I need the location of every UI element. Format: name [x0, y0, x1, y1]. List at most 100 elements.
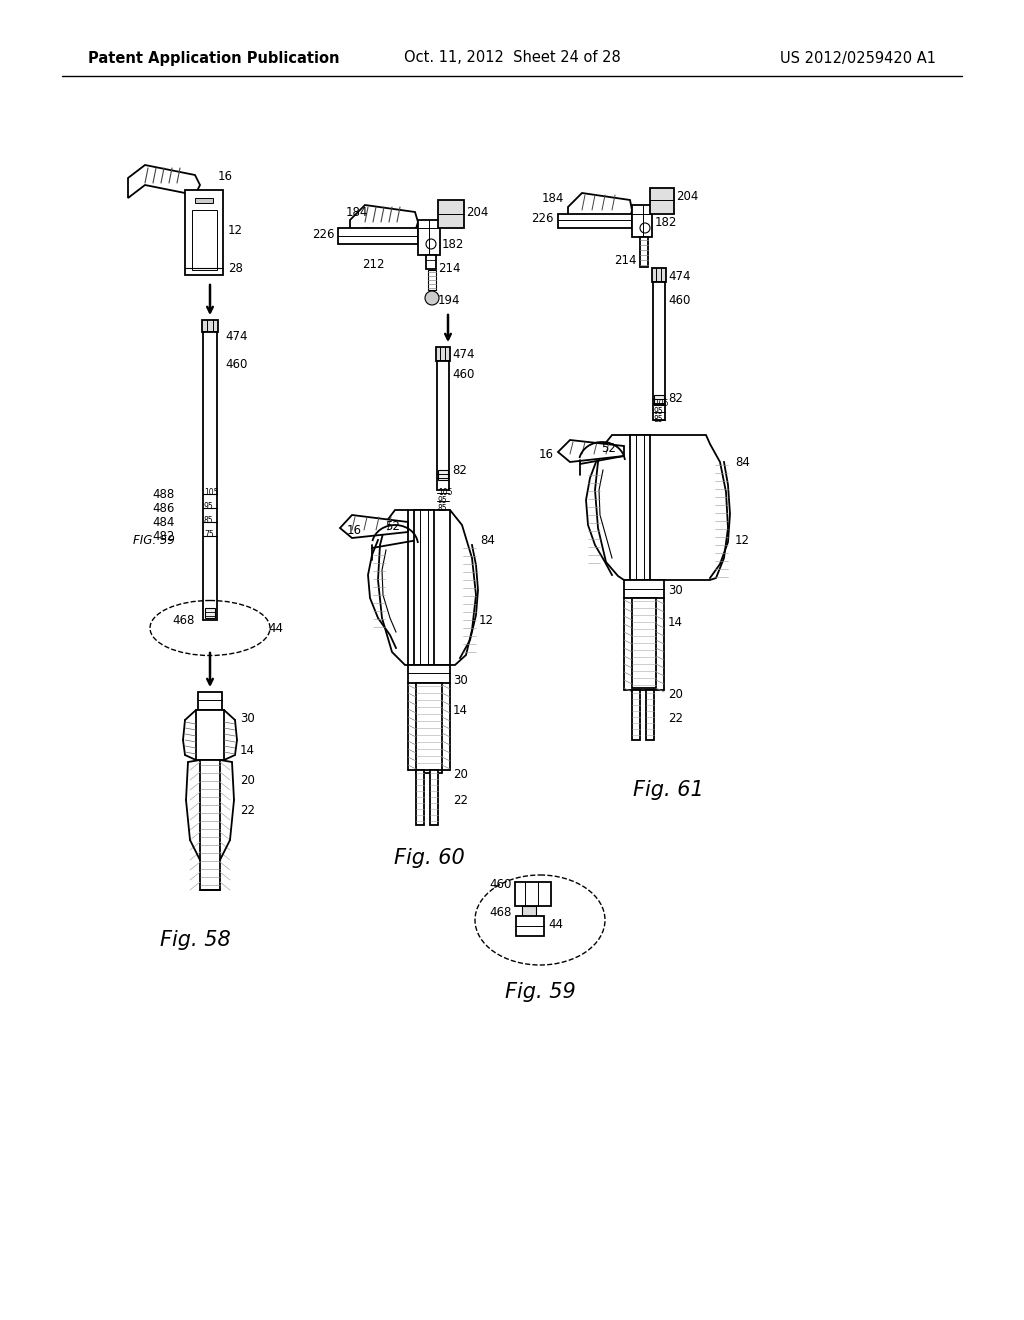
Text: 22: 22	[668, 711, 683, 725]
Text: 20: 20	[453, 768, 468, 781]
Bar	[436, 347, 450, 360]
Text: Oct. 11, 2012  Sheet 24 of 28: Oct. 11, 2012 Sheet 24 of 28	[403, 50, 621, 66]
Text: 52: 52	[385, 520, 400, 532]
Bar	[428, 271, 436, 290]
Text: 184: 184	[346, 206, 368, 219]
Text: 468: 468	[489, 906, 512, 919]
Text: 85: 85	[654, 414, 664, 424]
Text: 52: 52	[601, 441, 616, 454]
Bar	[193, 210, 217, 271]
Text: 226: 226	[312, 228, 335, 242]
Text: 194: 194	[438, 293, 461, 306]
Text: 22: 22	[240, 804, 255, 817]
Text: 468: 468	[173, 614, 195, 627]
Text: 105: 105	[204, 488, 218, 498]
Text: 12: 12	[479, 614, 494, 627]
Text: 214: 214	[614, 253, 637, 267]
Text: 28: 28	[228, 261, 243, 275]
Bar	[630, 436, 650, 579]
Text: 486: 486	[153, 502, 175, 515]
Bar	[416, 682, 442, 774]
Text: 214: 214	[438, 261, 461, 275]
Bar	[632, 690, 640, 741]
Bar	[430, 770, 438, 825]
Bar	[632, 205, 652, 238]
Text: 16: 16	[347, 524, 362, 536]
Polygon shape	[558, 440, 624, 462]
Circle shape	[425, 290, 439, 305]
Bar	[653, 282, 665, 420]
Text: 95: 95	[654, 407, 664, 416]
Text: 482: 482	[153, 529, 175, 543]
Text: 204: 204	[676, 190, 698, 202]
Text: Fig. 61: Fig. 61	[633, 780, 703, 800]
Text: 95: 95	[204, 502, 214, 511]
Polygon shape	[568, 193, 632, 227]
Bar	[185, 190, 223, 275]
Text: 460: 460	[452, 368, 474, 381]
Text: 22: 22	[453, 793, 468, 807]
Bar	[414, 510, 434, 665]
Polygon shape	[378, 510, 476, 665]
Text: 182: 182	[655, 215, 677, 228]
Bar	[522, 906, 536, 916]
Text: 84: 84	[735, 455, 750, 469]
Bar	[624, 579, 664, 598]
Text: 488: 488	[153, 487, 175, 500]
Text: 85: 85	[438, 504, 447, 513]
Polygon shape	[595, 436, 728, 579]
Text: 105: 105	[654, 399, 669, 408]
Text: 84: 84	[480, 533, 495, 546]
Bar	[408, 665, 450, 682]
Bar	[418, 220, 440, 255]
Text: 204: 204	[466, 206, 488, 219]
Bar	[198, 692, 222, 710]
Bar	[203, 333, 217, 620]
Text: 12: 12	[735, 533, 750, 546]
Text: 30: 30	[240, 711, 255, 725]
Text: 16: 16	[539, 449, 554, 462]
Polygon shape	[350, 205, 418, 240]
Bar	[338, 228, 418, 244]
Text: 105: 105	[438, 488, 453, 498]
Text: Fig. 60: Fig. 60	[393, 847, 464, 869]
Text: 16: 16	[218, 170, 233, 183]
Bar	[437, 360, 449, 490]
Text: 212: 212	[362, 257, 385, 271]
Text: 20: 20	[240, 774, 255, 787]
Text: 20: 20	[668, 689, 683, 701]
Text: 474: 474	[225, 330, 248, 342]
Text: 85: 85	[204, 516, 214, 525]
Text: 75: 75	[204, 531, 214, 539]
Bar	[640, 238, 648, 267]
Text: 484: 484	[153, 516, 175, 528]
Text: US 2012/0259420 A1: US 2012/0259420 A1	[780, 50, 936, 66]
Text: 30: 30	[453, 673, 468, 686]
Bar	[196, 710, 224, 760]
Bar	[200, 760, 220, 890]
Bar	[438, 470, 449, 480]
Text: 82: 82	[668, 392, 683, 404]
Text: 460: 460	[225, 359, 248, 371]
Bar	[650, 187, 674, 214]
Text: 460: 460	[668, 293, 690, 306]
Text: 460: 460	[489, 879, 512, 891]
Bar	[516, 916, 544, 936]
Bar	[558, 214, 632, 228]
Bar	[205, 609, 215, 618]
Text: 95: 95	[438, 496, 447, 506]
Text: 14: 14	[668, 615, 683, 628]
Text: Fig. 59: Fig. 59	[505, 982, 575, 1002]
Text: FIG. 59: FIG. 59	[133, 533, 175, 546]
Text: 12: 12	[228, 223, 243, 236]
Text: 82: 82	[452, 463, 467, 477]
Text: 44: 44	[268, 622, 283, 635]
Text: 474: 474	[452, 347, 474, 360]
Polygon shape	[340, 515, 408, 539]
Bar	[646, 690, 654, 741]
Text: 184: 184	[542, 191, 564, 205]
Polygon shape	[128, 165, 200, 198]
Text: Fig. 58: Fig. 58	[160, 931, 230, 950]
Bar	[652, 268, 666, 282]
Text: Patent Application Publication: Patent Application Publication	[88, 50, 340, 66]
